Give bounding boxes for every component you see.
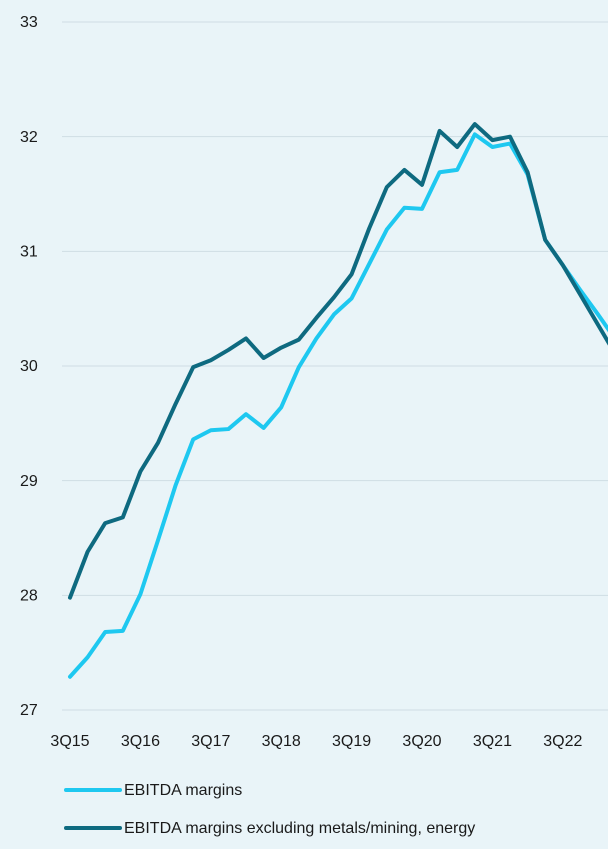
series-line bbox=[68, 122, 608, 600]
y-tick-label: 30 bbox=[20, 358, 38, 375]
y-tick-label: 29 bbox=[20, 473, 38, 490]
y-tick-label: 27 bbox=[20, 702, 38, 719]
x-tick-label: 3Q17 bbox=[191, 733, 230, 750]
legend-label: EBITDA margins excluding metals/mining, … bbox=[124, 820, 475, 837]
plot-area bbox=[68, 122, 608, 679]
x-tick-label: 3Q16 bbox=[121, 733, 160, 750]
x-tick-label: 3Q19 bbox=[332, 733, 371, 750]
x-tick-label: 3Q18 bbox=[262, 733, 301, 750]
x-tick-label: 3Q22 bbox=[543, 733, 582, 750]
legend-label: EBITDA margins bbox=[124, 782, 242, 799]
y-tick-label: 32 bbox=[20, 129, 38, 146]
y-tick-label: 33 bbox=[20, 14, 38, 31]
y-tick-label: 28 bbox=[20, 588, 38, 605]
y-tick-label: 31 bbox=[20, 244, 38, 261]
x-tick-label: 3Q21 bbox=[473, 733, 512, 750]
x-tick-label: 3Q15 bbox=[50, 733, 89, 750]
x-tick-label: 3Q20 bbox=[402, 733, 441, 750]
